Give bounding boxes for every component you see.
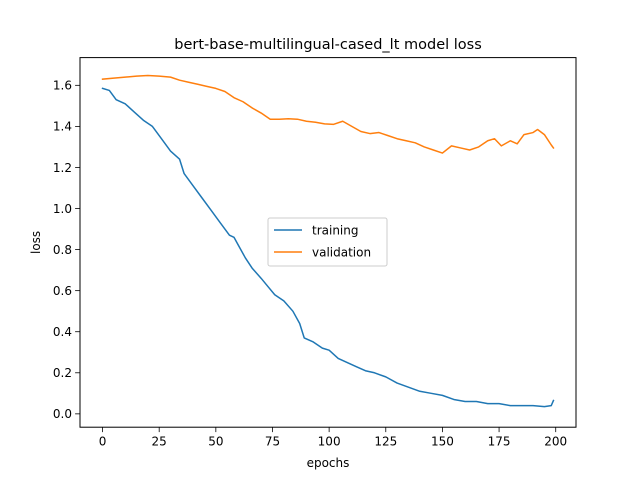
x-tick-label: 100	[318, 435, 341, 449]
y-tick-label: 0.0	[53, 407, 72, 421]
legend-label-training: training	[312, 224, 359, 238]
y-tick-label: 1.2	[53, 161, 72, 175]
x-tick-label: 25	[152, 435, 167, 449]
y-tick-label: 0.6	[53, 284, 72, 298]
series-lines	[101, 74, 555, 408]
x-tick-label: 200	[544, 435, 567, 449]
x-axis-ticks: 0 25 50 75 100 125 150 175 200	[99, 427, 567, 449]
legend: training validation	[267, 217, 388, 267]
plot-frame	[79, 57, 577, 428]
x-tick-label: 125	[374, 435, 397, 449]
series-line-training	[101, 87, 555, 408]
y-axis-label: loss	[29, 231, 43, 254]
x-tick-label: 175	[488, 435, 511, 449]
y-tick-label: 0.4	[53, 325, 72, 339]
y-tick-label: 1.0	[53, 202, 72, 216]
x-tick-label: 150	[431, 435, 454, 449]
x-tick-label: 0	[99, 435, 107, 449]
x-tick-label: 50	[208, 435, 223, 449]
y-tick-label: 1.6	[53, 79, 72, 93]
x-tick-label: 75	[265, 435, 280, 449]
y-tick-label: 0.8	[53, 243, 72, 257]
y-tick-label: 0.2	[53, 366, 72, 380]
x-axis-label: epochs	[307, 456, 350, 470]
chart-title: bert-base-multilingual-cased_lt model lo…	[174, 37, 482, 53]
series-line-validation	[101, 74, 555, 154]
y-tick-label: 1.4	[53, 120, 72, 134]
legend-label-validation: validation	[312, 246, 371, 260]
y-axis-ticks: 0.0 0.2 0.4 0.6 0.8 1.0 1.2 1.4 1.6	[53, 79, 80, 421]
